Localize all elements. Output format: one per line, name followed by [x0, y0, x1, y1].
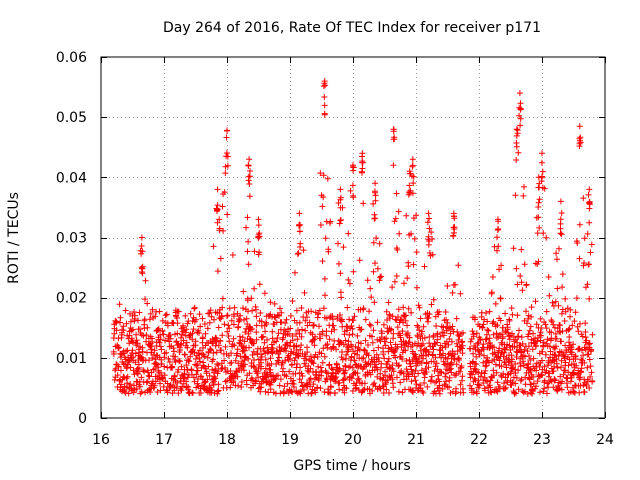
y-tick-label: 0.03	[56, 231, 87, 247]
data-points	[110, 78, 596, 397]
y-tick-label: 0.01	[56, 351, 87, 367]
x-tick-label: 19	[281, 432, 299, 448]
y-tick-label: 0.02	[56, 291, 87, 307]
axis-ticks: 16 17 18 19 20 21 22 23 24 0 0.01 0.02 0.03 0.04 0.05 0…	[56, 50, 614, 448]
y-tick-label: 0	[78, 411, 87, 427]
x-tick-label: 22	[470, 432, 488, 448]
x-tick-label: 16	[92, 432, 110, 448]
chart-title: Day 264 of 2016, Rate Of TEC Index for r…	[163, 20, 541, 36]
x-tick-label: 23	[533, 432, 551, 448]
y-tick-label: 0.06	[56, 50, 87, 66]
y-tick-label: 0.05	[56, 110, 87, 126]
x-tick-label: 18	[218, 432, 236, 448]
y-axis-label: ROTI / TECUs	[6, 192, 22, 284]
x-tick-label: 24	[596, 432, 614, 448]
x-tick-label: 17	[155, 432, 173, 448]
scatter-plus-markers	[110, 78, 596, 397]
grid-lines	[101, 57, 605, 418]
x-tick-label: 21	[407, 432, 425, 448]
x-axis-label: GPS time / hours	[293, 458, 410, 474]
x-tick-label: 20	[344, 432, 362, 448]
y-tick-label: 0.04	[56, 170, 87, 186]
